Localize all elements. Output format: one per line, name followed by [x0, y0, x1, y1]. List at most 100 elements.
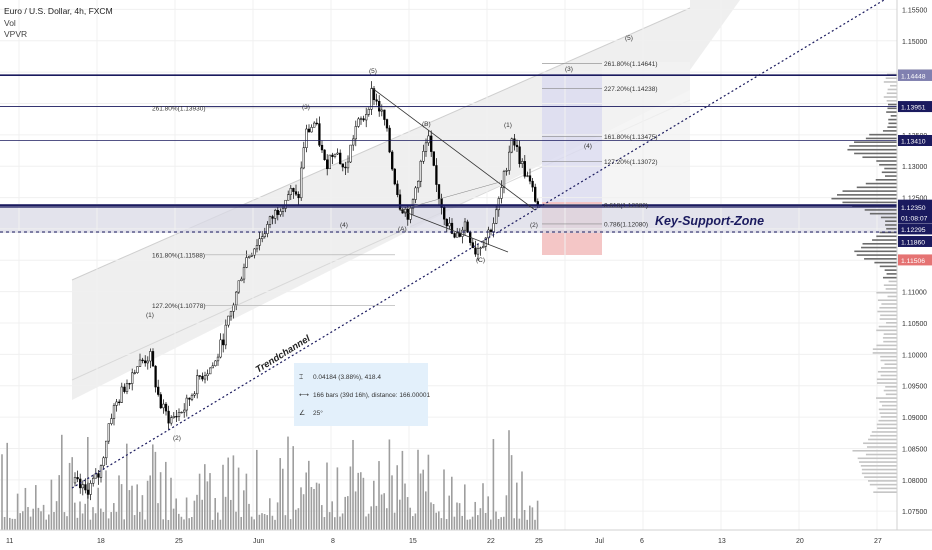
volume-bar	[256, 449, 258, 530]
price-tick-10: 1.10500	[902, 321, 927, 328]
volume-bar	[323, 517, 326, 530]
vpvr-bar	[854, 141, 897, 143]
candle-body	[362, 118, 365, 121]
time-axis[interactable]: 11 18 25 Jun 8 15 22 25 Jul 6 13 20 27	[6, 538, 882, 545]
volume-bar	[204, 464, 206, 530]
volume-bar	[331, 501, 333, 530]
date-tick-6: 22	[487, 538, 495, 545]
volume-bar	[79, 501, 81, 530]
volume-bar	[89, 519, 92, 530]
vpvr-bar	[842, 201, 897, 204]
volume-bar	[14, 518, 16, 530]
vpvr-bar	[871, 431, 897, 433]
volume-bar	[305, 472, 307, 530]
vpvr-bar	[879, 265, 897, 268]
volume-bar	[175, 498, 177, 530]
candle-body	[188, 397, 191, 400]
vpvr-bar	[863, 442, 897, 445]
candle-body	[370, 88, 373, 110]
volume-bar	[292, 446, 294, 530]
indicator-vpvr[interactable]: VPVR	[4, 29, 27, 39]
volume-bar	[300, 487, 302, 530]
volume-bar	[453, 516, 456, 530]
candle-body	[448, 222, 451, 227]
volume-bar	[22, 511, 24, 530]
vpvr-bar	[880, 416, 897, 418]
candle-body	[333, 153, 337, 157]
fib-label-6: 261.80%(1.13930)	[152, 105, 206, 112]
candle-body	[164, 403, 168, 412]
candle-body	[115, 401, 118, 406]
volume-bar	[136, 484, 138, 530]
volume-bar	[172, 508, 175, 530]
vpvr-bar	[883, 284, 897, 286]
vpvr-bar	[885, 393, 897, 396]
candle-body	[445, 218, 448, 227]
date-tick-4: 8	[331, 538, 335, 545]
candle-body	[391, 151, 394, 170]
volume-bar	[440, 518, 443, 530]
candle-body	[492, 223, 495, 232]
candle-body	[92, 477, 95, 484]
price-tag-bg-2	[898, 69, 932, 81]
vpvr-bar	[865, 137, 897, 140]
candle-body	[120, 386, 123, 403]
volume-bar	[55, 501, 58, 530]
volume-bar	[227, 457, 229, 530]
volume-bar	[445, 519, 448, 530]
volume-bar	[464, 484, 466, 530]
vpvr-bar	[872, 352, 897, 354]
volume-bar	[188, 518, 190, 530]
wave-label-4: (B)	[422, 121, 431, 128]
volume-bar	[146, 480, 149, 530]
volume-bar	[24, 487, 27, 530]
vpvr-bar	[879, 163, 897, 166]
volume-bar	[432, 504, 435, 530]
price-tick-13: 1.09000	[902, 415, 927, 422]
candle-body	[495, 209, 498, 224]
vpvr-bar	[881, 171, 897, 174]
candle-body	[479, 247, 482, 249]
candle-body	[73, 477, 77, 484]
candle-body	[510, 138, 513, 153]
candle-body	[359, 118, 363, 120]
volume-bar	[417, 449, 419, 530]
volume-bar	[396, 465, 398, 530]
symbol-title[interactable]: Euro / U.S. Dollar, 4h, FXCM	[4, 6, 113, 16]
volume-bar	[84, 503, 86, 530]
volume-bar	[35, 485, 37, 530]
candle-body	[76, 477, 79, 480]
candle-body	[435, 165, 438, 185]
vpvr-bar	[877, 382, 897, 384]
volume-bar	[471, 516, 474, 530]
volume-bar	[6, 442, 8, 530]
volume-bar	[510, 455, 513, 530]
vpvr-bar	[874, 261, 897, 264]
volume-bar	[287, 436, 289, 530]
candle-body	[203, 375, 207, 380]
candle-body	[162, 403, 165, 409]
candle-body	[235, 291, 238, 306]
volume-bar	[451, 476, 453, 530]
candle-body	[170, 417, 173, 424]
volume-bar	[479, 508, 482, 530]
volume-bar	[357, 472, 359, 530]
volume-bar	[152, 444, 154, 530]
volume-bar	[115, 511, 118, 530]
volume-bar	[123, 519, 125, 530]
candle-body	[528, 175, 532, 182]
vpvr-bar	[873, 491, 897, 493]
volume-bar	[53, 512, 55, 530]
candle-body	[255, 245, 259, 250]
volume-bar	[144, 519, 146, 530]
wave-label-5: (1)	[504, 122, 512, 129]
vpvr-bar	[864, 209, 897, 211]
indicator-vol[interactable]: Vol	[4, 18, 16, 28]
candle-body	[222, 339, 225, 346]
vpvr-bar	[876, 160, 897, 162]
volume-bar	[443, 469, 445, 530]
vpvr-bar	[880, 374, 897, 377]
candle-body	[183, 409, 186, 413]
wave-label-11: (1)	[146, 312, 154, 319]
